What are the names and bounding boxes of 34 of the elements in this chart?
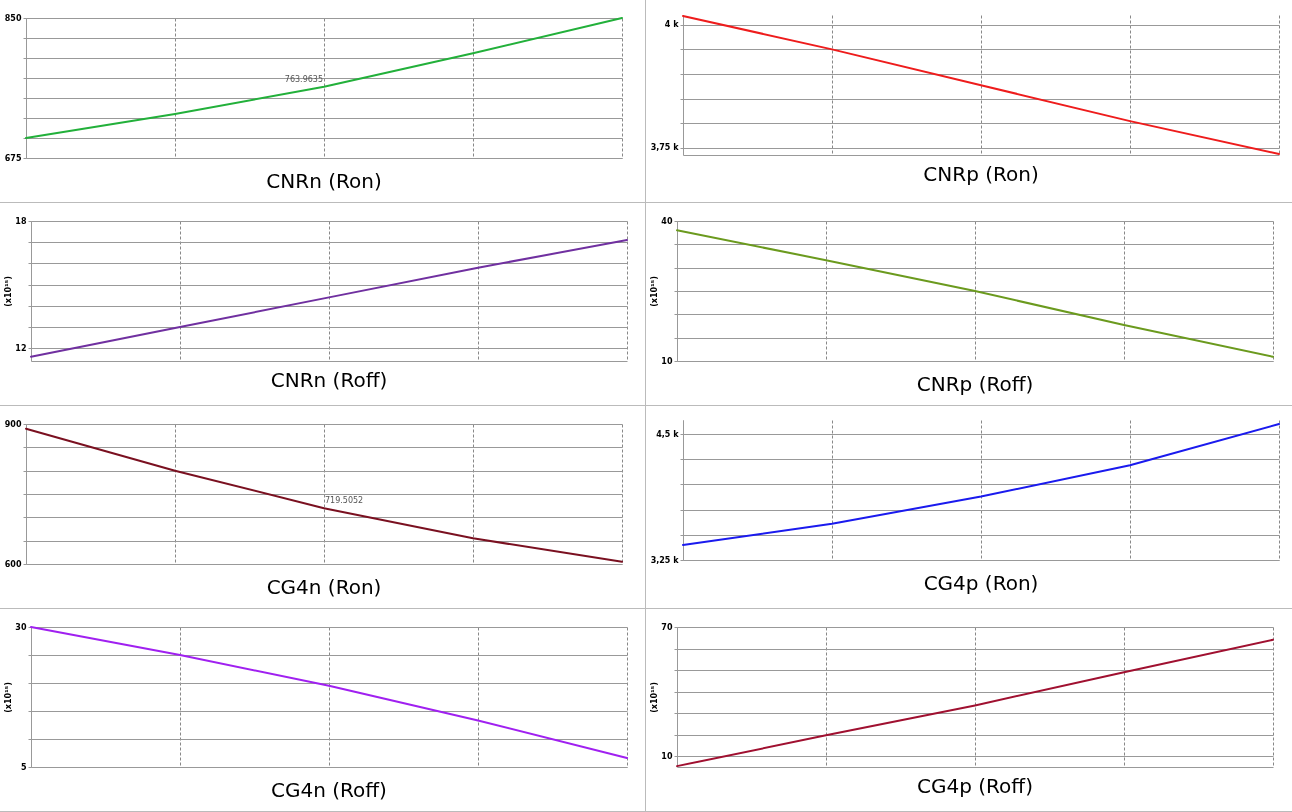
- y-tick-label: 900: [4, 419, 22, 429]
- y-tick-label: 4 k: [664, 20, 680, 30]
- y-tick-label: 12: [15, 343, 27, 353]
- y-axis-title: (x10¹⁵): [650, 682, 660, 713]
- y-tick-label: 3,25 k: [650, 555, 680, 565]
- text: CNRp (Ron): [923, 162, 1039, 187]
- annotation: 719.5052: [325, 496, 364, 506]
- y-tick-label: 30: [15, 622, 27, 632]
- text: CG4n (Ron): [266, 575, 382, 599]
- line-series: [682, 423, 1280, 546]
- y-tick-label: 5: [20, 762, 27, 772]
- text: CNRp (Roff): [916, 372, 1034, 396]
- y-tick-label: 40: [661, 216, 673, 226]
- y-tick-label: 10: [661, 356, 673, 366]
- text: CNRn (Roff): [270, 368, 388, 392]
- line-series: [25, 427, 623, 563]
- y-tick-label: 18: [15, 216, 27, 226]
- line-series: [682, 14, 1280, 156]
- y-axis-title: (x10¹⁵): [650, 276, 660, 307]
- y-tick-label: 70: [661, 622, 673, 632]
- y-tick-label: 600: [4, 559, 22, 569]
- text: CG4n (Roff): [271, 778, 387, 802]
- line-series: [676, 229, 1274, 358]
- text: CG4p (Roff): [917, 774, 1033, 799]
- text: CG4p (Ron): [923, 571, 1039, 595]
- y-tick-label: 10: [661, 751, 673, 761]
- line-series: [30, 239, 628, 358]
- y-axis-title: (x10¹⁵): [4, 276, 14, 307]
- y-tick-label: 4,5 k: [656, 429, 680, 439]
- y-tick-label: 3,75 k: [650, 143, 680, 153]
- y-tick-label: 850: [4, 13, 22, 23]
- y-tick-label: 675: [4, 153, 22, 163]
- y-axis-title: (x10¹⁵): [4, 682, 14, 713]
- text: CNRn (Ron): [266, 169, 382, 193]
